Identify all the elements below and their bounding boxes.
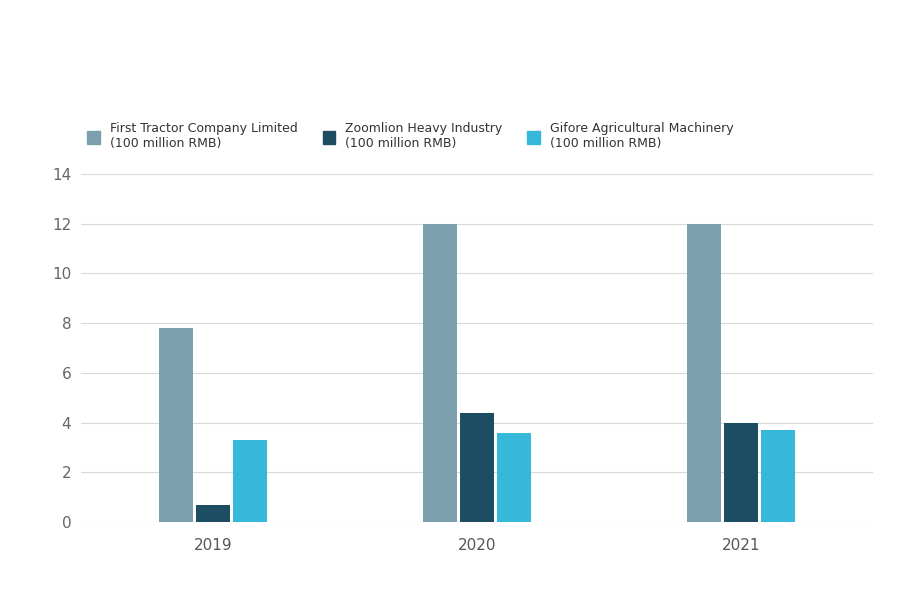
Bar <box>460 413 494 522</box>
Bar <box>724 422 758 522</box>
Bar <box>423 224 457 522</box>
Bar <box>159 328 194 522</box>
Bar <box>687 224 721 522</box>
Bar <box>196 505 230 522</box>
Bar <box>497 433 531 522</box>
Bar <box>233 440 267 522</box>
Bar <box>760 430 795 522</box>
Legend: First Tractor Company Limited
(100 million RMB), Zoomlion Heavy Industry
(100 mi: First Tractor Company Limited (100 milli… <box>87 122 733 151</box>
